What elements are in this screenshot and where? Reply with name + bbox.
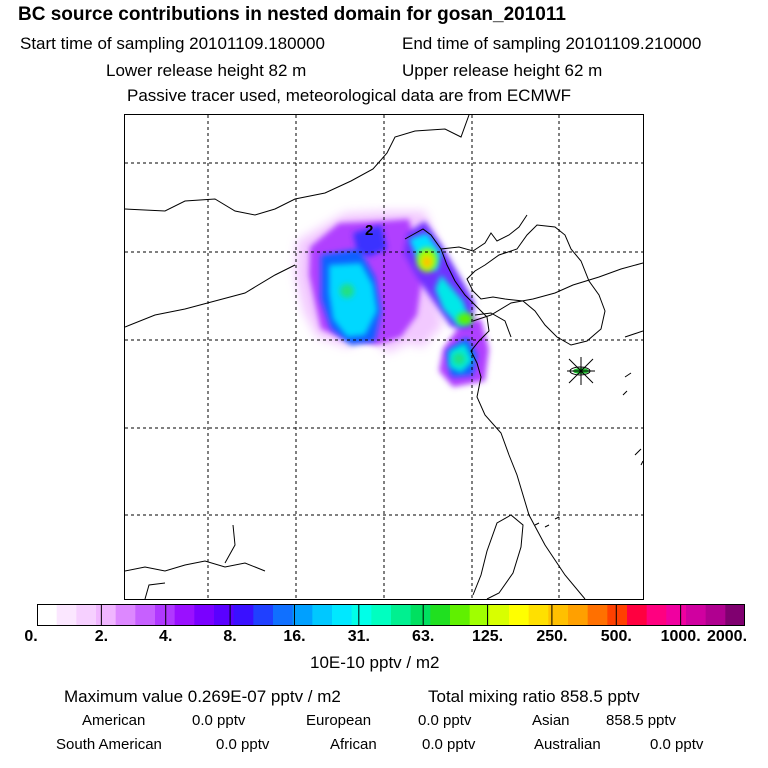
colorbar-segment — [174, 604, 195, 626]
plume-label: 2 — [365, 222, 373, 239]
colorbar-tick-label: 2. — [94, 628, 109, 645]
colorbar-segment — [233, 604, 254, 626]
receptor-star-icon — [567, 357, 595, 385]
colorbar-segment — [705, 604, 726, 626]
colorbar-segment — [686, 604, 707, 626]
colorbar — [37, 604, 745, 626]
colorbar-tick-label: 8. — [223, 628, 237, 645]
colorbar-segment — [194, 604, 215, 626]
end-time-label: End time of sampling 20101109.210000 — [402, 34, 702, 53]
colorbar-segment — [56, 604, 77, 626]
colorbar-tick-label: 63. — [412, 628, 435, 645]
colorbar-tick-label: 0. — [24, 628, 38, 645]
colorbar-segment — [646, 604, 667, 626]
colorbar-segment — [312, 604, 333, 626]
colorbar-tick-label: 31. — [347, 628, 370, 645]
colorbar-segment — [627, 604, 648, 626]
colorbar-segment — [725, 604, 745, 626]
colorbar-segment — [568, 604, 589, 626]
plume-layer — [295, 211, 489, 387]
colorbar-segment — [509, 604, 530, 626]
colorbar-units: 10E-10 pptv / m2 — [310, 653, 440, 672]
max-value-label: Maximum value 0.269E-07 pptv / m2 — [64, 687, 341, 706]
colorbar-segment — [351, 604, 372, 626]
colorbar-segment — [135, 604, 156, 626]
south-american-value: 0.0 pptv — [216, 736, 270, 753]
australian-label: Australian — [534, 736, 601, 753]
colorbar-tick-label: 2000. — [706, 628, 748, 645]
american-label: American — [82, 712, 146, 729]
colorbar-segment — [76, 604, 97, 626]
colorbar-segment — [410, 604, 431, 626]
south-american-label: South American — [56, 736, 162, 753]
colorbar-segment — [548, 604, 569, 626]
colorbar-tick-label: 16. — [283, 628, 306, 645]
grid-lines — [125, 115, 643, 599]
colorbar-segment — [37, 604, 58, 626]
colorbar-segment — [115, 604, 136, 626]
american-value: 0.0 pptv — [192, 712, 246, 729]
colorbar-segment — [214, 604, 235, 626]
colorbar-segment — [469, 604, 490, 626]
start-time-label: Start time of sampling 20101109.180000 — [20, 34, 325, 53]
colorbar-tick-label: 125. — [471, 628, 504, 645]
upper-release-label: Upper release height 62 m — [402, 61, 603, 80]
african-value: 0.0 pptv — [422, 736, 476, 753]
lower-release-label: Lower release height 82 m — [106, 61, 307, 80]
colorbar-segment — [292, 604, 313, 626]
colorbar-tick-label: 500. — [600, 628, 632, 645]
colorbar-segment — [391, 604, 412, 626]
colorbar-segment — [666, 604, 687, 626]
colorbar-segment — [607, 604, 628, 626]
colorbar-segment — [430, 604, 451, 626]
colorbar-border — [37, 604, 745, 626]
colorbar-segment — [332, 604, 353, 626]
tracer-note: Passive tracer used, meteorological data… — [127, 86, 572, 105]
colorbar-segment — [253, 604, 274, 626]
australian-value: 0.0 pptv — [650, 736, 704, 753]
european-label: European — [306, 712, 372, 729]
colorbar-segment — [587, 604, 608, 626]
asian-label: Asian — [532, 712, 570, 729]
total-mixing-ratio: Total mixing ratio 858.5 pptv — [428, 687, 640, 706]
colorbar-tick-label: 4. — [159, 628, 173, 645]
colorbar-tick-label: 1000. — [660, 628, 701, 645]
european-value: 0.0 pptv — [418, 712, 472, 729]
colorbar-tick-label: 250. — [536, 628, 568, 645]
african-label: African — [330, 736, 377, 753]
map-plot: 2 — [124, 114, 644, 600]
colorbar-segment — [528, 604, 549, 626]
colorbar-segment — [450, 604, 471, 626]
colorbar-segment — [489, 604, 510, 626]
asian-value: 858.5 pptv — [606, 712, 677, 729]
colorbar-segment — [155, 604, 176, 626]
colorbar-segment — [371, 604, 392, 626]
colorbar-segment — [273, 604, 294, 626]
colorbar-segment — [96, 604, 117, 626]
chart-title: BC source contributions in nested domain… — [18, 4, 566, 25]
